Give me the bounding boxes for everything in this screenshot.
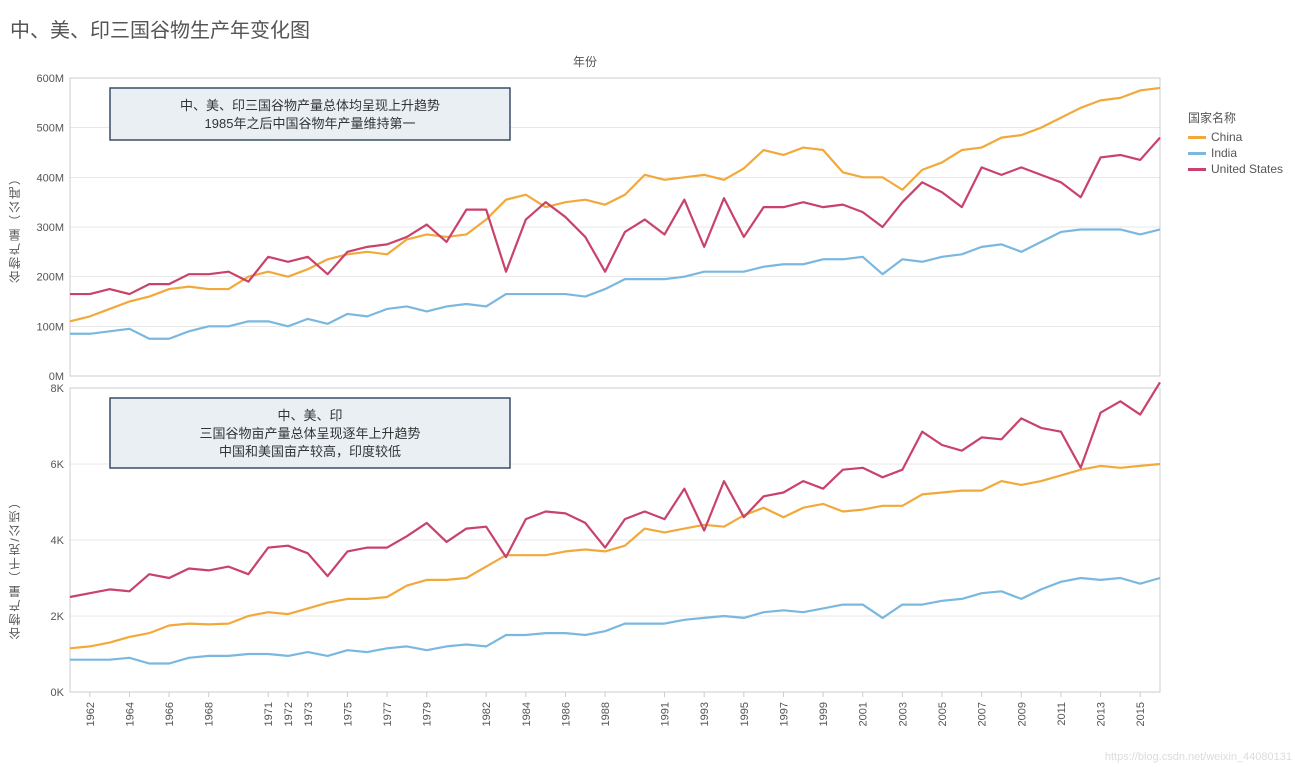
svg-text:1993: 1993 bbox=[699, 702, 711, 726]
legend-swatch-us bbox=[1188, 168, 1206, 171]
svg-text:0K: 0K bbox=[51, 687, 65, 699]
svg-text:1968: 1968 bbox=[204, 702, 216, 726]
svg-text:1971: 1971 bbox=[263, 702, 275, 726]
svg-text:2015: 2015 bbox=[1135, 702, 1147, 726]
chart-1-svg: 0M 100M 200M 300M 400M 500M 600M 中、美、印三国谷物产量总体均… bbox=[0, 72, 1170, 382]
svg-text:中、美、印: 中、美、印 bbox=[277, 408, 342, 423]
svg-text:中国和美国亩产较高，印度较低: 中国和美国亩产较高，印度较低 bbox=[219, 444, 401, 459]
svg-text:200M: 200M bbox=[36, 272, 64, 284]
svg-text:2007: 2007 bbox=[977, 702, 989, 726]
svg-text:1982: 1982 bbox=[481, 702, 493, 726]
svg-text:1991: 1991 bbox=[660, 702, 672, 726]
svg-text:1962: 1962 bbox=[85, 702, 97, 726]
chart-2-ylabel: 谷物产量（千克/公顷） bbox=[6, 494, 23, 639]
svg-text:2009: 2009 bbox=[1016, 702, 1028, 726]
svg-text:2003: 2003 bbox=[897, 702, 909, 726]
svg-text:2005: 2005 bbox=[937, 702, 949, 726]
svg-text:1975: 1975 bbox=[342, 702, 354, 726]
svg-text:4K: 4K bbox=[51, 535, 65, 547]
chart-1-production: 谷物产量（公吨） 0M 100M 200M 300M 400M 500M 600M 中、美、印… bbox=[0, 72, 1170, 382]
svg-text:600M: 600M bbox=[36, 73, 64, 85]
legend-item-india[interactable]: India bbox=[1188, 146, 1283, 160]
legend-label-china: China bbox=[1211, 130, 1242, 144]
svg-text:2011: 2011 bbox=[1056, 702, 1068, 726]
svg-text:三国谷物亩产量总体呈现逐年上升趋势: 三国谷物亩产量总体呈现逐年上升趋势 bbox=[199, 426, 420, 441]
svg-text:中、美、印三国谷物产量总体均呈现上升趋势: 中、美、印三国谷物产量总体均呈现上升趋势 bbox=[180, 98, 440, 113]
chart-2-yield: 谷物产量（千克/公顷） 0K 2K 4K 6K 8K 1962 1964 1966 1968 19… bbox=[0, 382, 1170, 752]
legend-item-china[interactable]: China bbox=[1188, 130, 1283, 144]
svg-text:300M: 300M bbox=[36, 222, 64, 234]
svg-text:1997: 1997 bbox=[778, 702, 790, 726]
svg-text:2013: 2013 bbox=[1096, 702, 1108, 726]
svg-text:1964: 1964 bbox=[124, 702, 136, 726]
svg-text:1985年之后中国谷物年产量维持第一: 1985年之后中国谷物年产量维持第一 bbox=[205, 116, 416, 131]
chart-2-svg: 0K 2K 4K 6K 8K 1962 1964 1966 1968 1971 1972 1973 19… bbox=[0, 382, 1170, 752]
svg-text:400M: 400M bbox=[36, 172, 64, 184]
svg-text:1972: 1972 bbox=[283, 702, 295, 726]
svg-text:1966: 1966 bbox=[164, 702, 176, 726]
svg-text:1995: 1995 bbox=[739, 702, 751, 726]
svg-text:6K: 6K bbox=[51, 459, 65, 471]
svg-text:1988: 1988 bbox=[600, 702, 612, 726]
svg-text:1977: 1977 bbox=[382, 702, 394, 726]
legend-swatch-india bbox=[1188, 152, 1206, 155]
svg-text:1973: 1973 bbox=[303, 702, 315, 726]
watermark: https://blog.csdn.net/weixin_44080131 bbox=[1105, 751, 1292, 763]
x-axis-label: 年份 bbox=[0, 49, 1170, 72]
svg-text:1979: 1979 bbox=[422, 702, 434, 726]
svg-text:1999: 1999 bbox=[818, 702, 830, 726]
svg-text:500M: 500M bbox=[36, 123, 64, 135]
legend-item-us[interactable]: United States bbox=[1188, 162, 1283, 176]
chart-1-ylabel: 谷物产量（公吨） bbox=[6, 171, 23, 283]
svg-text:0M: 0M bbox=[49, 371, 64, 382]
svg-text:8K: 8K bbox=[51, 383, 65, 395]
svg-text:2001: 2001 bbox=[858, 702, 870, 726]
legend-swatch-china bbox=[1188, 136, 1206, 139]
svg-text:1984: 1984 bbox=[521, 702, 533, 726]
legend-title: 国家名称 bbox=[1188, 109, 1283, 126]
page-title: 中、美、印三国谷物生产年变化图 bbox=[0, 0, 1298, 49]
legend: 国家名称 China India United States bbox=[1170, 49, 1293, 752]
svg-text:1986: 1986 bbox=[560, 702, 572, 726]
legend-label-india: India bbox=[1211, 146, 1237, 160]
svg-text:2K: 2K bbox=[51, 611, 65, 623]
svg-text:100M: 100M bbox=[36, 321, 64, 333]
legend-label-us: United States bbox=[1211, 162, 1283, 176]
